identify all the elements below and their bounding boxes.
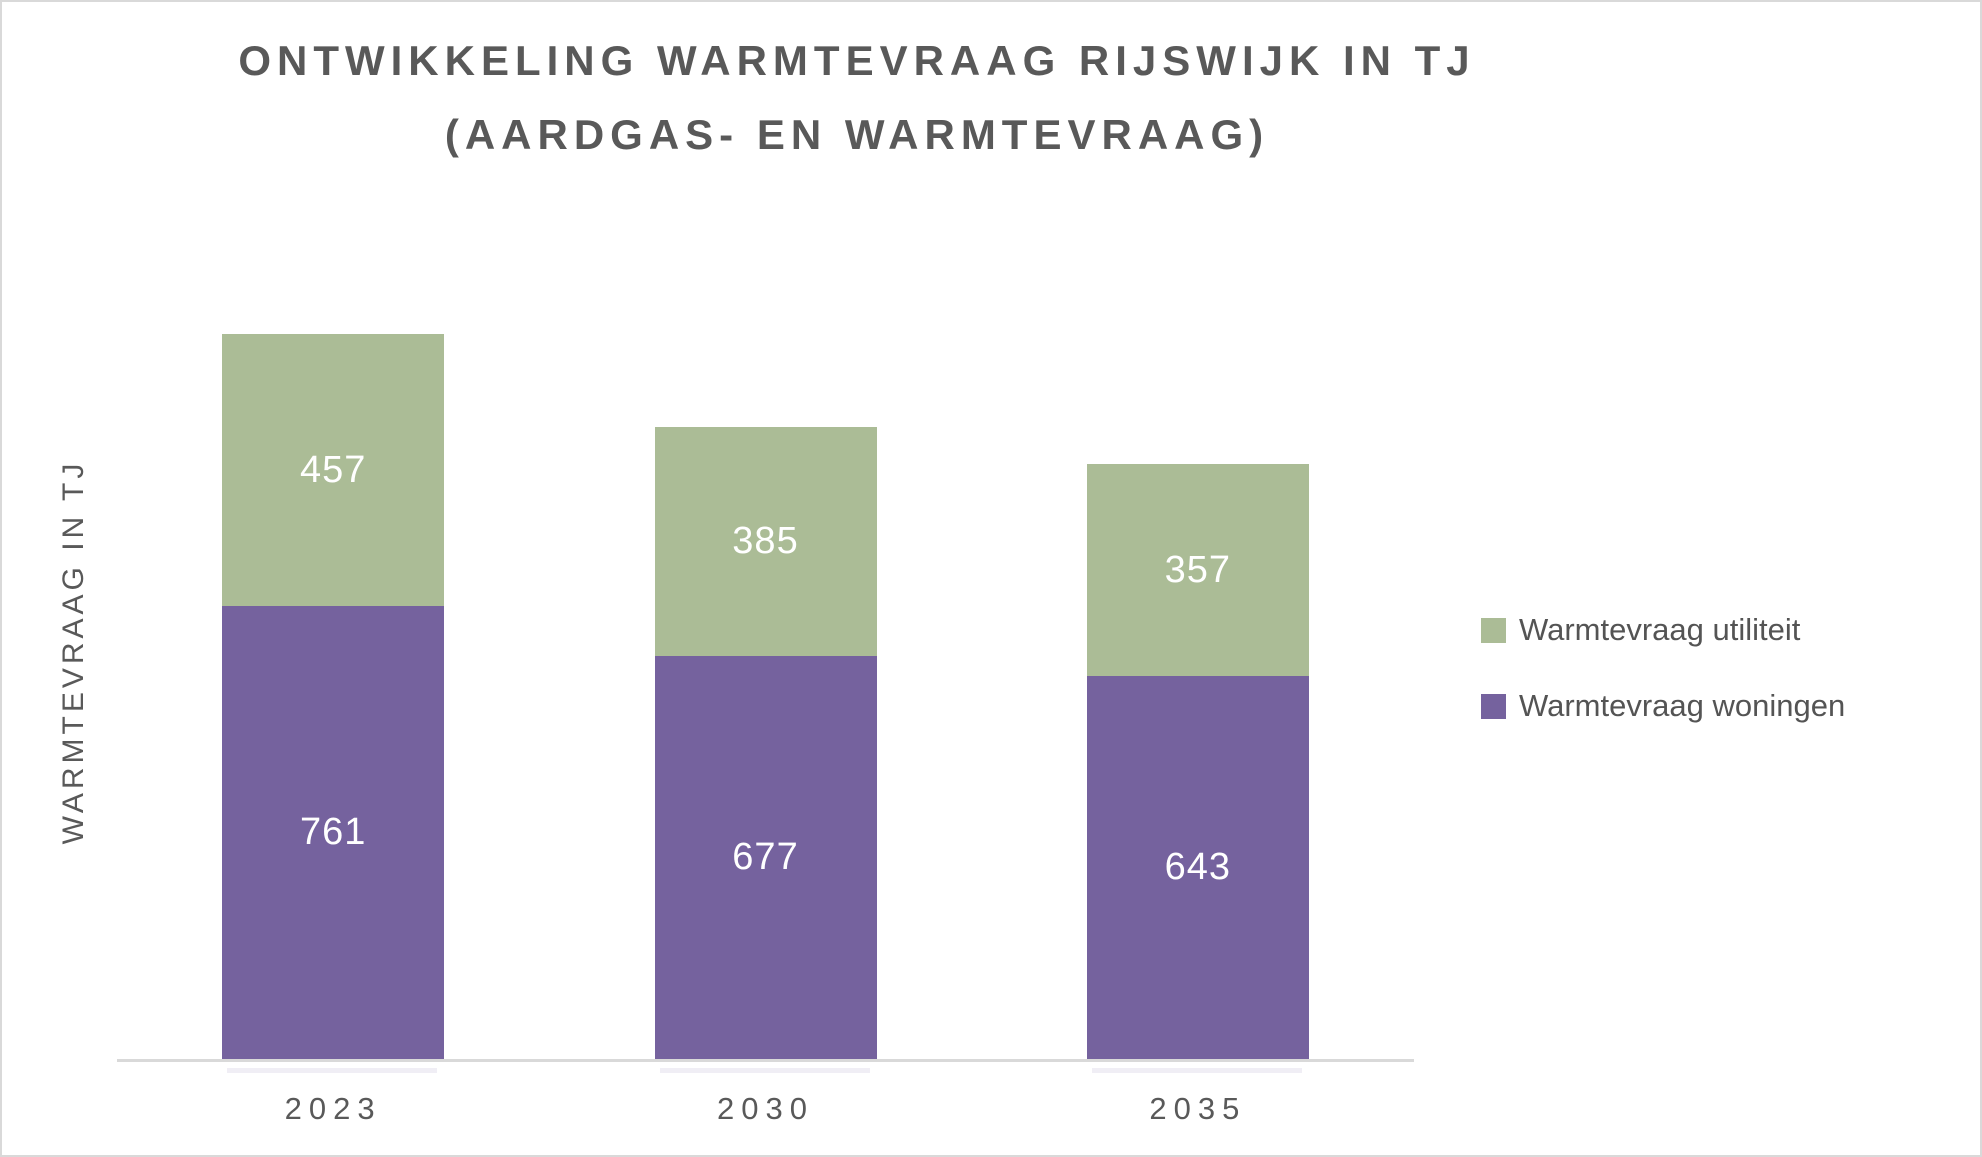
bar-value-label: 357 [1164,548,1232,591]
bar-value-label: 677 [732,836,799,879]
x-tick-2030: 2030 [717,1091,814,1126]
bar-value-label: 385 [732,520,799,563]
bar-value-label: 761 [299,811,367,854]
bar-shadow [659,1068,870,1073]
bar-shadow [227,1068,438,1073]
legend-item-label: Warmtevraag woningen [1519,688,1846,723]
bar-2030-warmtevraag-utiliteit: 385 [654,427,877,657]
bar-2035-warmtevraag-utiliteit: 357 [1086,464,1309,677]
bar-shadow [1091,1068,1302,1073]
bar-2023-warmtevraag-utiliteit: 457 [222,334,445,607]
legend-item-warmtevraag-woningen: Warmtevraag woningen [1481,688,1845,724]
x-axis-line [117,1059,1414,1062]
legend: Warmtevraag utiliteit Warmtevraag woninge… [1481,612,1845,764]
bar-2035-warmtevraag-woningen: 643 [1086,676,1309,1059]
x-tick-2035: 2035 [1149,1091,1247,1126]
chart-title-line1: ONTWIKKELING WARMTEVRAAG RIJSWIJK IN TJ [238,37,1476,84]
legend-item-warmtevraag-utiliteit: Warmtevraag utiliteit [1481,612,1845,648]
chart-title-line2: (AARDGAS- EN WARMTEVRAAG) [444,111,1270,158]
legend-swatch-icon [1481,693,1506,719]
chart-title: ONTWIKKELING WARMTEVRAAG RIJSWIJK IN TJ … [2,24,1712,172]
bar-2023-warmtevraag-woningen: 761 [222,606,445,1059]
legend-item-label: Warmtevraag utiliteit [1519,612,1801,647]
bar-value-label: 643 [1164,846,1232,889]
legend-swatch-icon [1481,617,1506,643]
y-axis-title: WARMTEVRAAG IN TJ [57,459,90,845]
x-tick-2023: 2023 [284,1091,382,1126]
bar-2030-warmtevraag-woningen: 677 [654,656,877,1059]
bar-value-label: 457 [299,448,367,491]
